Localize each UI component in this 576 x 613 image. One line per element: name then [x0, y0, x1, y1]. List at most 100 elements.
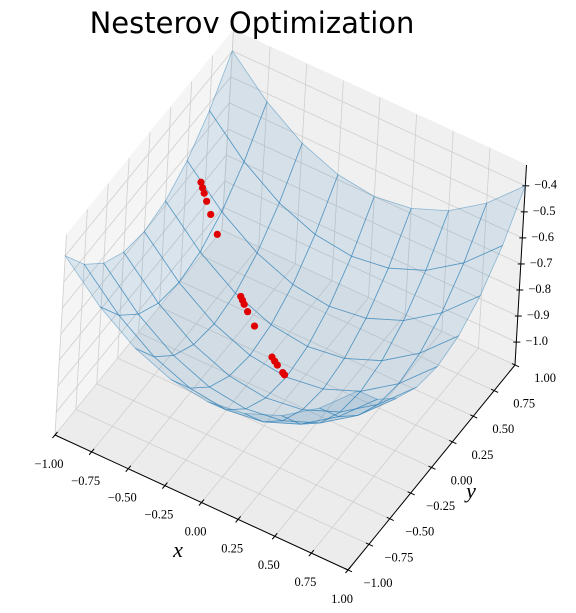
trajectory-point [207, 210, 215, 219]
x-tick [52, 431, 58, 439]
surface-patch [280, 407, 340, 425]
z-tick-label: −0.8 [528, 282, 551, 296]
trajectory-point [250, 322, 259, 330]
grid-line [159, 306, 453, 443]
y-tick-label: 1.00 [534, 371, 556, 385]
x-tick [235, 516, 242, 523]
surface-patch [103, 251, 159, 315]
grid-line [223, 206, 517, 343]
surface-patch [157, 281, 215, 346]
y-tick [511, 363, 520, 368]
y-tick-label: 0.25 [471, 448, 493, 462]
grid-line [179, 81, 193, 282]
y-tick-label: −0.75 [384, 550, 413, 564]
x-axis-label: x [172, 537, 183, 562]
grid-line [221, 29, 234, 231]
grid-line [477, 148, 491, 349]
z-axis [514, 164, 527, 366]
surface-patch [123, 230, 180, 304]
y-tick [470, 414, 478, 419]
surface-patch [285, 346, 346, 390]
y-tick-label: 0.50 [492, 422, 514, 436]
grid-line [226, 154, 520, 291]
surface-patch [226, 408, 283, 423]
y-tick [428, 465, 436, 470]
grid-line [158, 106, 172, 307]
grid-line [138, 132, 151, 333]
surface-patch [207, 401, 264, 423]
surface-patch [243, 101, 303, 204]
surface-patch [199, 210, 258, 294]
grid-line [224, 180, 518, 317]
x-tick-label: −1.00 [35, 457, 64, 471]
surface-patch [193, 323, 251, 377]
grid-line [221, 229, 516, 366]
surface-patch [359, 352, 421, 392]
z-tick-label: −0.9 [527, 308, 550, 322]
surface-patch [143, 200, 201, 284]
z-tick-label: −0.5 [533, 204, 556, 218]
x-tick-label: −0.50 [108, 491, 137, 505]
grid-line [60, 128, 229, 335]
surface-patch [402, 262, 465, 322]
surface-patch [172, 344, 231, 388]
grid-line [59, 154, 227, 361]
grid-line [117, 357, 411, 494]
surface-patch [365, 267, 427, 321]
grid-line [61, 102, 230, 309]
x-tick-label: 0.00 [185, 524, 207, 538]
surface-patch [314, 174, 375, 257]
surface-patch [418, 294, 482, 354]
x-tick-label: 0.50 [258, 558, 280, 572]
surface-patch [186, 109, 245, 213]
trajectory-point [273, 361, 281, 369]
grid-line [117, 158, 130, 359]
z-tick-label: −0.7 [530, 256, 553, 270]
surface-patch [244, 413, 301, 425]
trajectory-point [240, 300, 248, 308]
grid-line [75, 209, 88, 410]
surface-patch [256, 202, 316, 286]
surface-patch [244, 397, 304, 422]
surface-patch [306, 305, 367, 359]
x-tick [271, 532, 278, 540]
surface-patch [263, 420, 321, 425]
grid-line [404, 114, 418, 315]
surface-patch [64, 254, 121, 317]
trajectory-point [197, 178, 205, 186]
surface-patch [209, 49, 268, 163]
surface-patch [381, 312, 443, 362]
grid-line [96, 383, 390, 520]
grid-line [64, 50, 233, 257]
surface-patch [83, 262, 140, 316]
surface-patch [134, 347, 191, 389]
y-tick [449, 440, 457, 445]
surface-patch [234, 252, 294, 326]
grid-line [56, 206, 224, 413]
grid-line [368, 97, 381, 298]
grid-line [54, 234, 67, 436]
grid-line [331, 80, 344, 281]
surface-patch [137, 302, 195, 357]
surface-patch [221, 160, 280, 254]
x-tick-label: 1.00 [331, 592, 353, 606]
grid-line [230, 76, 524, 213]
surface-patch [377, 366, 438, 405]
y-tick [344, 568, 353, 573]
surface-patch [281, 409, 342, 424]
grid-line [180, 280, 474, 417]
grid-line [441, 131, 454, 332]
y-tick-label: −0.25 [426, 499, 455, 513]
x-tick-label: 0.25 [221, 541, 243, 555]
surface-patch [357, 386, 417, 416]
surface-patch [153, 355, 211, 389]
y-tick-label: −0.50 [405, 525, 434, 539]
surface-patch [318, 390, 379, 418]
y-tick [365, 542, 374, 547]
x-tick [125, 465, 132, 473]
surface-patch [328, 255, 389, 319]
surface-patch [322, 357, 383, 392]
grid-line [96, 183, 109, 384]
trajectory-point [280, 371, 289, 379]
